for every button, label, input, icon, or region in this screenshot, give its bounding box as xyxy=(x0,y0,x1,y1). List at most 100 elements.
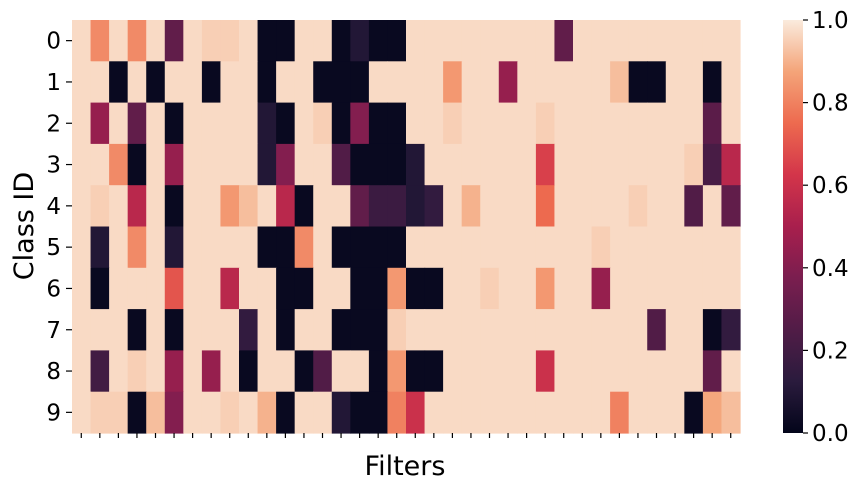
heatmap-cell xyxy=(406,350,426,393)
y-tick-label: 0 xyxy=(46,29,61,55)
heatmap-cell xyxy=(480,185,500,228)
heatmap-cell xyxy=(535,350,556,393)
heatmap-cell xyxy=(294,391,314,434)
heatmap-cell xyxy=(647,61,667,104)
heatmap-cell xyxy=(220,20,240,62)
y-tick-label: 9 xyxy=(46,400,61,426)
heatmap-cell xyxy=(702,350,723,393)
heatmap-cell xyxy=(276,61,296,104)
heatmap-cell xyxy=(368,102,389,145)
heatmap-cell xyxy=(257,61,277,104)
heatmap-cell xyxy=(201,309,222,351)
heatmap-cell xyxy=(127,391,147,434)
heatmap-cell xyxy=(257,267,277,310)
heatmap-cell xyxy=(480,350,500,393)
heatmap-cell xyxy=(554,350,574,393)
heatmap-cell xyxy=(331,226,351,269)
heatmap-cell xyxy=(387,102,407,145)
heatmap-cell xyxy=(127,102,147,145)
heatmap-cell xyxy=(406,102,426,145)
heatmap-cell xyxy=(443,267,463,310)
heatmap-cell xyxy=(647,226,667,269)
heatmap-cell xyxy=(90,20,110,62)
heatmap-cell xyxy=(294,102,314,145)
heatmap-cell xyxy=(368,309,389,351)
heatmap-cell xyxy=(665,350,685,393)
heatmap-cell xyxy=(109,185,129,228)
heatmap-cell xyxy=(573,185,593,228)
heatmap-cell xyxy=(535,267,556,310)
heatmap-cell xyxy=(90,143,110,186)
heatmap-cell xyxy=(239,20,259,62)
heatmap-cell xyxy=(517,143,537,186)
heatmap-cell xyxy=(183,226,203,269)
heatmap-cells xyxy=(72,20,741,434)
heatmap-cell xyxy=(387,143,407,186)
heatmap-cell xyxy=(480,102,500,145)
heatmap-cell xyxy=(368,20,389,62)
heatmap-cell xyxy=(406,226,426,269)
heatmap-cell xyxy=(721,350,741,393)
heatmap-cell xyxy=(146,61,166,104)
heatmap-cell xyxy=(72,350,92,393)
heatmap-cell xyxy=(294,350,314,393)
heatmap-cell xyxy=(164,61,184,104)
heatmap-cell xyxy=(684,309,704,351)
heatmap-cell xyxy=(146,102,166,145)
heatmap-cell xyxy=(647,391,667,434)
heatmap-cell xyxy=(480,309,500,351)
heatmap-cell xyxy=(201,267,222,310)
heatmap-cell xyxy=(239,267,259,310)
heatmap-cell xyxy=(535,61,556,104)
heatmap-cell xyxy=(443,226,463,269)
heatmap-cell xyxy=(331,267,351,310)
heatmap-cell xyxy=(350,226,370,269)
heatmap-cell xyxy=(350,185,370,228)
heatmap-cell xyxy=(201,102,222,145)
heatmap-cell xyxy=(721,267,741,310)
heatmap-cell xyxy=(665,185,685,228)
heatmap-cell xyxy=(368,143,389,186)
heatmap-cell xyxy=(109,309,129,351)
heatmap-cell xyxy=(591,61,611,104)
heatmap-cell xyxy=(276,143,296,186)
heatmap-cell xyxy=(554,20,574,62)
heatmap-cell xyxy=(127,143,147,186)
heatmap-cell xyxy=(109,267,129,310)
heatmap-cell xyxy=(443,61,463,104)
heatmap-cell xyxy=(220,143,240,186)
heatmap-cell xyxy=(628,20,648,62)
heatmap-cell xyxy=(183,391,203,434)
heatmap-cell xyxy=(721,309,741,351)
heatmap-cell xyxy=(257,102,277,145)
heatmap-cell xyxy=(387,309,407,351)
heatmap-cell xyxy=(702,185,723,228)
heatmap-cell xyxy=(313,391,333,434)
heatmap-cell xyxy=(406,143,426,186)
heatmap-cell xyxy=(443,102,463,145)
heatmap-cell xyxy=(164,267,184,310)
heatmap-cell xyxy=(127,226,147,269)
heatmap-cell xyxy=(183,102,203,145)
heatmap-cell xyxy=(127,185,147,228)
heatmap-cell xyxy=(721,185,741,228)
heatmap-cell xyxy=(573,391,593,434)
heatmap-cell xyxy=(294,309,314,351)
heatmap-cell xyxy=(684,391,704,434)
heatmap-cell xyxy=(535,20,556,62)
heatmap-cell xyxy=(146,226,166,269)
heatmap-cell xyxy=(461,61,481,104)
heatmap-cell xyxy=(554,102,574,145)
heatmap-cell xyxy=(665,391,685,434)
heatmap-cell xyxy=(573,143,593,186)
heatmap-cell xyxy=(461,102,481,145)
heatmap-cell xyxy=(665,102,685,145)
heatmap-cell xyxy=(313,20,333,62)
heatmap-cell xyxy=(535,309,556,351)
heatmap-cell xyxy=(591,143,611,186)
heatmap-cell xyxy=(424,102,444,145)
heatmap-cell xyxy=(109,226,129,269)
heatmap-cell xyxy=(294,185,314,228)
colorbar-tick-label: 0.0 xyxy=(812,421,849,447)
heatmap-cell xyxy=(220,267,240,310)
